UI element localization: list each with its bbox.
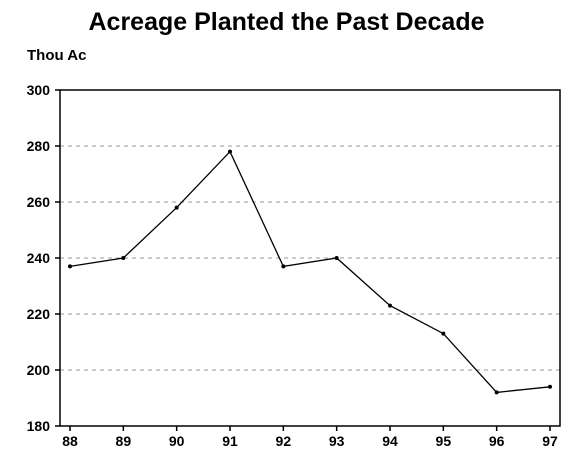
y-tick-label: 300 — [27, 82, 51, 98]
x-tick-label: 97 — [542, 433, 558, 449]
x-axis: 88 89 90 91 92 93 94 95 96 97 — [62, 426, 558, 449]
y-tick-label: 260 — [27, 194, 51, 210]
y-axis: 180 200 220 240 260 280 300 — [27, 82, 60, 434]
chart-title: Acreage Planted the Past Decade — [88, 8, 485, 36]
x-tick-label: 95 — [436, 433, 452, 449]
data-point — [548, 384, 552, 389]
x-tick-label: 96 — [489, 433, 505, 449]
gridlines — [60, 145, 560, 371]
series-line — [69, 150, 551, 394]
x-tick-label: 92 — [276, 433, 292, 449]
x-tick-label: 91 — [222, 433, 238, 449]
y-tick-label: 240 — [27, 250, 51, 266]
data-point — [334, 256, 339, 260]
data-point — [494, 390, 499, 395]
data-point — [174, 205, 179, 210]
data-point — [68, 264, 72, 269]
y-tick-label: 200 — [27, 362, 51, 378]
x-tick-label: 88 — [62, 433, 78, 449]
x-tick-label: 94 — [382, 433, 398, 449]
data-point — [441, 331, 446, 336]
data-point — [388, 303, 392, 308]
y-tick-label: 220 — [27, 306, 51, 322]
data-point — [228, 149, 232, 154]
x-tick-label: 90 — [169, 433, 185, 449]
x-tick-label: 89 — [116, 433, 132, 449]
y-axis-unit-label: Thou Ac — [27, 47, 87, 64]
x-tick-label: 93 — [329, 433, 345, 449]
data-point — [121, 256, 126, 260]
data-point — [281, 264, 286, 269]
y-tick-label: 280 — [27, 138, 51, 154]
series — [68, 149, 552, 395]
y-tick-label: 180 — [27, 418, 51, 434]
